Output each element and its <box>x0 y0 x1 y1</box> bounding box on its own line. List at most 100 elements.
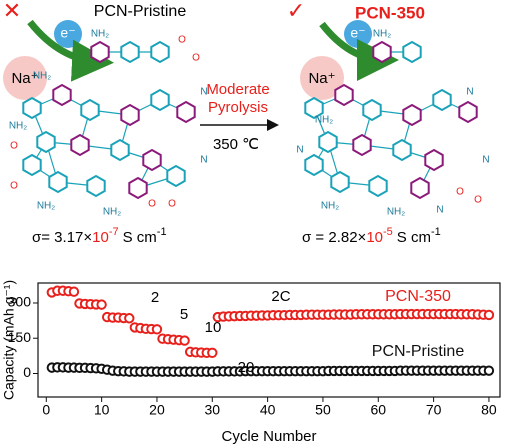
atom-label: NH₂ <box>387 207 405 218</box>
ring <box>372 40 392 64</box>
atom-label: NH₂ <box>103 207 121 218</box>
atom-label: NH₂ <box>91 29 109 40</box>
y-tick-label: 0 <box>23 364 31 380</box>
ring <box>150 88 170 112</box>
ring <box>142 148 162 172</box>
left-title: PCN-Pristine <box>94 3 187 20</box>
ring <box>318 130 338 154</box>
atom-label: NH₂ <box>321 201 339 212</box>
data-point <box>207 347 218 359</box>
ring <box>304 96 324 120</box>
ion-label: Na⁺ <box>11 70 38 87</box>
ring <box>86 174 106 198</box>
rate-label: 10 <box>205 319 222 336</box>
ring <box>166 164 186 188</box>
y-tick-label: 150 <box>8 329 32 345</box>
ring <box>368 174 388 198</box>
cross-mark: ✕ <box>3 0 21 23</box>
atom-label: O <box>10 181 18 192</box>
atom-label: N <box>296 145 303 156</box>
ring <box>128 176 148 200</box>
ring <box>410 176 430 200</box>
right-title: PCN-350 <box>355 3 425 22</box>
atom-label: O <box>10 141 18 152</box>
ring <box>150 40 170 64</box>
atom-label: O <box>148 199 156 210</box>
check-mark: ✓ <box>287 0 305 23</box>
data-point <box>151 324 163 335</box>
ring <box>90 40 110 64</box>
ring <box>304 153 324 177</box>
y-axis-label: Capacity (mAh g⁻¹) <box>1 280 17 400</box>
ion-circle <box>300 56 344 100</box>
sigma-lead: σ= 3.17× <box>32 229 92 246</box>
conductivity: σ = 2.82×10-5 S cm-1 <box>302 226 441 246</box>
ring <box>48 170 68 194</box>
ring <box>334 83 354 107</box>
atom-label: N <box>466 87 473 98</box>
x-tick-label: 80 <box>481 402 497 418</box>
x-tick-label: 0 <box>42 402 50 418</box>
ring <box>22 153 42 177</box>
flow-arrow <box>27 19 114 82</box>
ring <box>402 40 422 64</box>
ring <box>110 138 130 162</box>
conductivity: σ= 3.17×10-7 S cm-1 <box>32 226 167 246</box>
ring <box>70 133 90 157</box>
data-point <box>483 365 495 376</box>
temperature: 350 ℃ <box>213 136 259 153</box>
y-tick-label: 300 <box>8 294 32 310</box>
atom-label: NH₂ <box>33 71 51 82</box>
x-tick-label: 10 <box>94 402 110 418</box>
x-tick-label: 50 <box>315 402 331 418</box>
arrow-label: Moderate <box>206 81 269 98</box>
ring <box>352 133 372 157</box>
plot-frame <box>37 282 501 398</box>
ring <box>402 103 422 127</box>
atom-label: O <box>168 199 176 210</box>
rate-label: 5 <box>180 306 188 323</box>
sigma-unit-exp: -1 <box>431 226 441 238</box>
ring <box>458 100 478 124</box>
atom-label: NH₂ <box>9 121 27 132</box>
atom-label: N <box>200 155 207 166</box>
sigma-exp: -7 <box>109 226 119 238</box>
sigma-lead: σ = 2.82× <box>302 229 366 246</box>
arrow-label: Pyrolysis <box>208 99 268 116</box>
rate-label: 2 <box>151 289 159 306</box>
sigma-unit: S cm <box>397 229 431 246</box>
sigma-exp: -5 <box>383 226 393 238</box>
legend-label: PCN-Pristine <box>372 343 465 360</box>
sigma-base: 10 <box>92 229 109 246</box>
atom-label: NH₂ <box>315 115 333 126</box>
ring <box>22 96 42 120</box>
electron-label: e⁻ <box>350 25 365 41</box>
atom-label: N <box>436 205 443 216</box>
x-tick-label: 30 <box>204 402 220 418</box>
ring <box>176 100 196 124</box>
sigma-base: 10 <box>366 229 383 246</box>
data-point <box>483 309 495 321</box>
ring <box>36 130 56 154</box>
atom-label: N <box>482 155 489 166</box>
ring <box>52 83 72 107</box>
data-point <box>68 286 80 297</box>
ion-circle <box>3 56 47 100</box>
atom-label: O <box>456 187 464 198</box>
x-tick-label: 70 <box>426 402 442 418</box>
ring <box>424 148 444 172</box>
data-point <box>179 335 190 346</box>
x-tick-label: 20 <box>149 402 165 418</box>
x-tick-label: 40 <box>260 402 276 418</box>
ring <box>392 138 412 162</box>
x-axis-label: Cycle Number <box>221 428 316 445</box>
atom-label: N <box>200 87 207 98</box>
ring <box>432 88 452 112</box>
data-point <box>96 299 107 310</box>
atom-label: NH₂ <box>37 201 55 212</box>
rate-label: 20 <box>238 359 255 376</box>
data-point <box>124 313 135 324</box>
chart: 0 10 20 30 40 50 60 70 80 0 150 300 Cycle Number Capa… <box>1 280 501 445</box>
